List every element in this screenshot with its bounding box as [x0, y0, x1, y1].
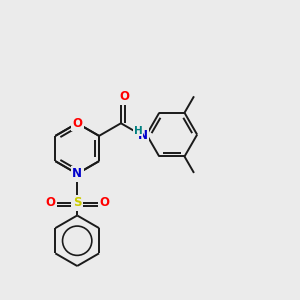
Text: N: N [138, 129, 148, 142]
Text: O: O [119, 90, 130, 103]
Text: O: O [45, 196, 55, 209]
Text: S: S [73, 196, 81, 209]
Text: O: O [99, 196, 110, 209]
Text: O: O [72, 117, 82, 130]
Text: H: H [134, 125, 143, 136]
Text: N: N [72, 167, 82, 180]
